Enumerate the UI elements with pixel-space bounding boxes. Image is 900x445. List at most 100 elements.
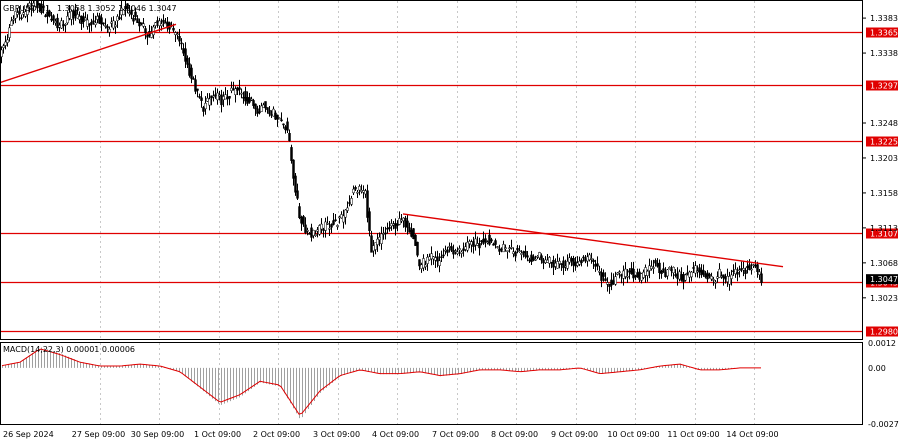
candle-body [96, 16, 99, 20]
candle-body [214, 94, 217, 96]
y-tick-label: 1.3338 [870, 49, 898, 58]
candle-body [720, 275, 723, 278]
candle-body [566, 261, 569, 269]
trend-layer [0, 23, 784, 268]
candle-body [386, 227, 389, 230]
candle-body [86, 19, 89, 27]
candle-body [106, 26, 109, 29]
candle-body [154, 22, 157, 26]
candle-body [310, 227, 313, 238]
candle-body [710, 276, 713, 280]
candle-body [638, 271, 641, 280]
candle-body [334, 219, 337, 221]
candle-body [216, 92, 219, 101]
candle-body [498, 248, 501, 252]
x-tick-label: 8 Oct 09:00 [491, 430, 538, 439]
candle-body [636, 272, 639, 278]
candle-body [716, 276, 719, 279]
candle-body [590, 258, 593, 260]
candle-body [642, 271, 645, 278]
candle-body [516, 248, 519, 251]
candle-body [612, 280, 615, 285]
candle-body [502, 244, 505, 253]
candle-body [446, 249, 449, 253]
candle-body [686, 272, 689, 275]
x-tick-label: 14 Oct 09:00 [726, 430, 778, 439]
candle-body [172, 27, 175, 31]
candle-body [398, 218, 401, 225]
candle-body [326, 223, 329, 225]
candle-body [312, 229, 315, 236]
candle-body [488, 234, 491, 245]
candle-body [658, 262, 661, 274]
candle-body [466, 241, 469, 251]
x-tick-label: 2 Oct 09:00 [253, 430, 300, 439]
candle-body [592, 259, 595, 262]
candle-body [102, 22, 105, 25]
candle-body [42, 6, 45, 8]
candle-body [104, 25, 107, 27]
candle-body [308, 233, 311, 235]
candle-body [708, 274, 711, 277]
candle-body [582, 256, 585, 259]
candle-body [254, 103, 257, 110]
candle-body [162, 19, 165, 23]
candle-body [66, 15, 69, 24]
candle-body [648, 265, 651, 271]
candle-body [650, 266, 653, 269]
price-level-tag [866, 80, 898, 91]
candle-body [724, 276, 727, 280]
candle-body [92, 20, 95, 23]
candle-body [640, 273, 643, 281]
candle-body [462, 248, 465, 251]
candle-body [630, 268, 633, 275]
candle-body [468, 241, 471, 244]
candle-body [746, 265, 749, 269]
candle-body [718, 268, 721, 278]
candle-body [64, 23, 67, 26]
candle-body [232, 88, 235, 91]
candle-body [684, 274, 687, 281]
candle-body [300, 217, 303, 224]
candle-body [760, 273, 763, 283]
candle-body [666, 269, 669, 277]
candle-body [80, 15, 83, 24]
candle-body [210, 95, 213, 99]
candle-body [664, 271, 667, 277]
candle-body [278, 117, 281, 120]
candle-body [576, 262, 579, 266]
candle-body [198, 96, 201, 98]
price-level-label: 1.2980 [870, 328, 898, 337]
candle-body [122, 9, 125, 15]
candle-body [414, 234, 417, 246]
candle-body [56, 17, 59, 29]
candle-body [60, 20, 63, 29]
candle-body [550, 261, 553, 264]
candle-body [68, 12, 71, 19]
candle-body [694, 265, 697, 274]
candle-body [362, 190, 365, 193]
candle-body [272, 108, 275, 117]
candle-body [750, 268, 753, 271]
candle-body [100, 17, 103, 25]
candle-body [280, 119, 283, 122]
candle-body [678, 271, 681, 280]
candle-body [524, 250, 527, 257]
candle-body [730, 274, 733, 279]
candle-body [602, 272, 605, 277]
candle-body [48, 10, 51, 17]
candle-body [110, 21, 113, 24]
candle-body [652, 267, 655, 269]
candle-body [486, 241, 489, 244]
candle-body [190, 67, 193, 79]
candle-body [616, 272, 619, 275]
candle-body [76, 14, 79, 19]
candle-body [206, 97, 209, 102]
candle-body [374, 242, 377, 250]
candle-body [526, 255, 529, 258]
candle-body [282, 123, 285, 126]
candle-body [84, 17, 87, 21]
x-tick-label: 7 Oct 09:00 [432, 430, 479, 439]
candle-body [8, 27, 11, 38]
candle-body [450, 246, 453, 251]
